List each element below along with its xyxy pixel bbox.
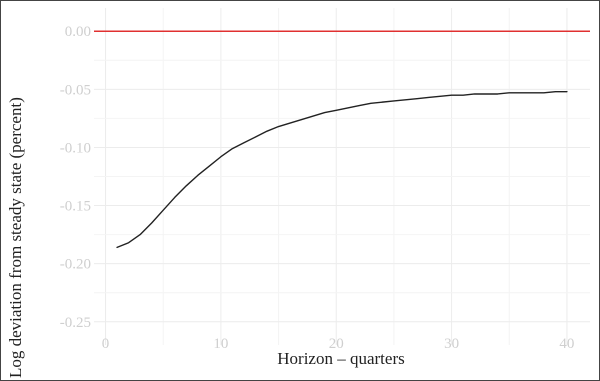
- y-tick-label: -0.15: [60, 199, 91, 215]
- x-tick-label: 40: [559, 336, 574, 352]
- y-tick-label: -0.10: [60, 140, 91, 156]
- x-axis-label: Horizon – quarters: [277, 349, 404, 368]
- y-tick-label: 0.00: [65, 24, 91, 40]
- x-tick-label: 30: [444, 336, 459, 352]
- grid-layer: [94, 8, 590, 345]
- y-tick-labels: 0.00 -0.05 -0.10 -0.15 -0.20 -0.25: [60, 24, 91, 331]
- series-layer: [116, 90, 568, 249]
- y-tick-label: -0.20: [60, 257, 91, 273]
- y-tick-label: -0.05: [60, 82, 91, 98]
- y-axis-label: Log deviation from steady state (percent…: [6, 97, 25, 378]
- y-tick-label: -0.25: [60, 315, 91, 331]
- x-tick-label: 10: [213, 336, 228, 352]
- x-tick-label: 20: [329, 336, 344, 352]
- series-line-impulse-response: [116, 90, 568, 249]
- x-tick-labels: 0 10 20 30 40: [102, 336, 575, 352]
- x-tick-label: 0: [102, 336, 110, 352]
